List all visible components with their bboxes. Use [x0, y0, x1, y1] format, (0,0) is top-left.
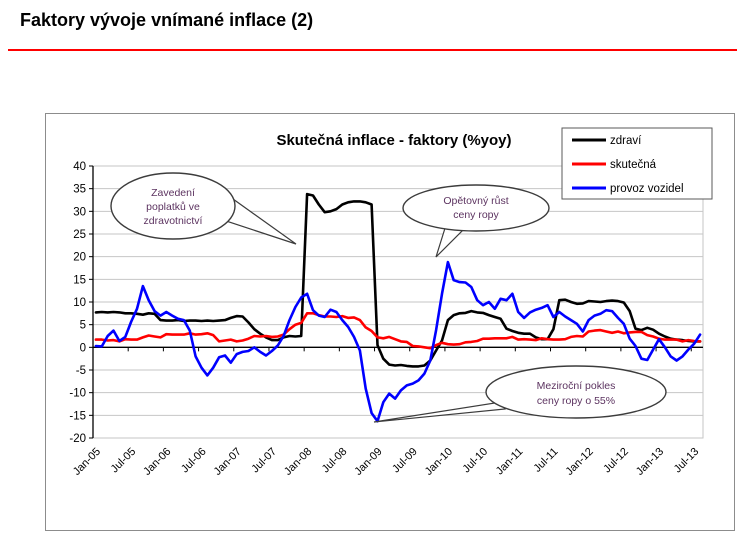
series-line-zdraví: [94, 192, 702, 368]
callout-oil-price-drop: Meziroční pokles ceny ropy o 55%: [373, 365, 667, 423]
callout-text: zdravotnictví: [144, 215, 203, 227]
x-tick-label: Jul-10: [461, 446, 491, 476]
y-tick-label: 35: [73, 184, 86, 196]
y-tick-label: 40: [73, 161, 86, 173]
x-tick-label: Jul-05: [109, 446, 139, 476]
legend-label-provoz-vozidel: provoz vozidel: [610, 183, 684, 195]
x-tick-label: Jan-09: [352, 446, 384, 478]
x-tick-label: Jan-05: [71, 446, 103, 478]
legend-label-zdravi: zdraví: [610, 135, 642, 147]
callout-tail: [373, 401, 506, 423]
x-tick-label: Jul-07: [249, 446, 279, 476]
y-tick-label: -5: [76, 365, 86, 377]
callout-text: ceny ropy: [453, 209, 499, 221]
x-tick-label: Jan-11: [494, 446, 526, 478]
page-title: Faktory vývoje vnímané inflace (2): [20, 10, 314, 30]
x-tick-label: Jan-13: [634, 446, 666, 478]
callout-text: Opětovný růst: [443, 195, 508, 207]
x-tick-label: Jan-06: [141, 446, 173, 478]
chart-container: 40 35 30 25 20 15 10 5 0 -5 -10 -15 -20 Jan-05 Jul-05 J…: [45, 113, 735, 531]
title-underline: [8, 49, 737, 51]
x-tick-label: Jul-13: [672, 446, 702, 476]
y-tick-label: 15: [73, 274, 86, 286]
callout-oil-price-rise: Opětovný růst ceny ropy: [402, 184, 550, 258]
series-line-skutečná: [94, 312, 702, 350]
x-tick-label: Jul-09: [390, 446, 420, 476]
y-tick-label: 10: [73, 297, 86, 309]
callout-health-fees: Zavedení poplatků ve zdravotnictví: [110, 172, 297, 245]
x-tick-label: Jul-11: [532, 446, 561, 475]
callout-bubble: [110, 172, 236, 240]
series-line-provoz-vozidel: [94, 260, 702, 423]
legend: zdraví skutečná provoz vozidel: [561, 127, 713, 200]
x-tick-label: Jul-08: [320, 446, 350, 476]
x-tick-label: Jul-12: [601, 446, 631, 476]
x-tick-label: Jan-10: [423, 446, 455, 478]
y-tick-label: -20: [69, 433, 86, 445]
x-tick-label: Jul-06: [179, 446, 209, 476]
y-tick-label: 25: [73, 229, 86, 241]
callout-bubble: [402, 184, 550, 232]
callout-text: poplatků ve: [146, 201, 200, 213]
y-tick-label: -15: [69, 410, 86, 422]
annotations-layer: Zavedení poplatků ve zdravotnictví Opěto…: [110, 172, 667, 423]
chart-title: Skutečná inflace - faktory (%yoy): [276, 132, 511, 149]
y-tick-label: 0: [80, 342, 86, 354]
y-tick-label: 20: [73, 252, 86, 264]
y-tick-label: -10: [69, 388, 86, 400]
y-tick-label: 5: [80, 320, 86, 332]
callout-text: ceny ropy o 55%: [537, 395, 615, 407]
callout-text: Meziroční pokles: [537, 380, 616, 392]
callout-bubble: [485, 365, 667, 419]
x-tick-label: Jan-08: [282, 446, 314, 478]
legend-label-skutecna: skutečná: [610, 159, 657, 171]
y-tick-label: 30: [73, 206, 86, 218]
x-tick-label: Jan-12: [564, 446, 596, 478]
x-tick-label: Jan-07: [212, 446, 244, 478]
callout-text: Zavedení: [151, 187, 195, 199]
